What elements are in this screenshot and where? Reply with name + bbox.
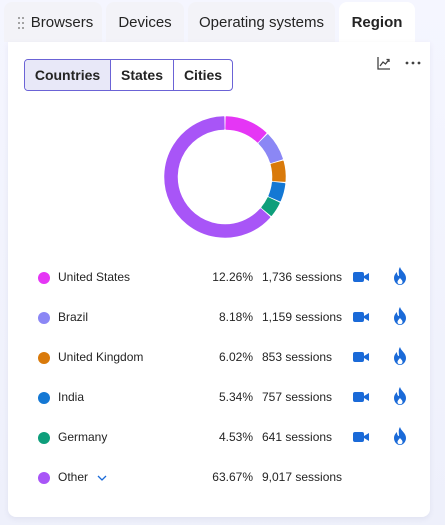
legend-row[interactable]: India 5.34% 757 sessions bbox=[0, 378, 445, 418]
tab-label: Operating systems bbox=[198, 13, 325, 31]
legend-color-dot bbox=[38, 432, 50, 444]
legend-row[interactable]: United States 12.26% 1,736 sessions bbox=[0, 258, 445, 298]
legend-color-dot bbox=[38, 312, 50, 324]
donut-slice-united-kingdom[interactable] bbox=[270, 160, 286, 182]
donut-slice-united-states[interactable] bbox=[225, 116, 267, 143]
tab-operating-systems[interactable]: Operating systems bbox=[188, 2, 335, 42]
legend-color-dot bbox=[38, 392, 50, 404]
tab-bar: Browsers Devices Operating systems Regio… bbox=[0, 0, 445, 44]
country-name: United States bbox=[58, 270, 131, 284]
legend-row[interactable]: United Kingdom 6.02% 853 sessions bbox=[0, 338, 445, 378]
legend-row[interactable]: Brazil 8.18% 1,159 sessions bbox=[0, 298, 445, 338]
country-name: United Kingdom bbox=[58, 350, 144, 364]
sessions-value: 757 sessions bbox=[262, 390, 333, 404]
country-label: Other bbox=[58, 470, 89, 484]
tab-region[interactable]: Region bbox=[339, 2, 415, 42]
chevron-down-icon[interactable] bbox=[97, 475, 107, 481]
legend-row[interactable]: Germany 4.53% 641 sessions bbox=[0, 418, 445, 458]
more-horizontal-icon[interactable] bbox=[404, 54, 422, 72]
video-camera-icon[interactable] bbox=[353, 350, 369, 364]
countries-button[interactable]: Countries bbox=[25, 60, 111, 90]
percent-value: 8.18% bbox=[218, 310, 253, 324]
legend-color-dot bbox=[38, 472, 50, 484]
region-donut-chart bbox=[164, 116, 286, 238]
percent-value: 4.53% bbox=[218, 430, 253, 444]
tab-label: Region bbox=[351, 13, 403, 31]
percent-value: 6.02% bbox=[218, 350, 253, 364]
tab-browsers[interactable]: Browsers bbox=[4, 2, 102, 42]
video-camera-icon[interactable] bbox=[353, 390, 369, 404]
video-camera-icon[interactable] bbox=[353, 270, 369, 284]
donut-slice-india[interactable] bbox=[268, 181, 286, 202]
tab-devices[interactable]: Devices bbox=[106, 2, 184, 42]
drag-grip-icon[interactable] bbox=[18, 17, 26, 29]
video-camera-icon[interactable] bbox=[353, 310, 369, 324]
flame-icon[interactable] bbox=[393, 307, 407, 325]
flame-icon[interactable] bbox=[393, 387, 407, 405]
country-name: Brazil bbox=[58, 310, 89, 324]
percent-value: 5.34% bbox=[218, 390, 253, 404]
flame-icon[interactable] bbox=[393, 427, 407, 445]
sessions-value: 9,017 sessions bbox=[262, 470, 343, 484]
percent-value: 12.26% bbox=[212, 270, 253, 284]
country-name: Germany bbox=[58, 430, 108, 444]
donut-slice-germany[interactable] bbox=[261, 197, 280, 216]
country-name: Other bbox=[58, 470, 107, 484]
flame-icon[interactable] bbox=[393, 267, 407, 285]
sessions-value: 641 sessions bbox=[262, 430, 333, 444]
tab-label: Browsers bbox=[30, 13, 94, 31]
legend-row-other[interactable]: Other 63.67% 9,017 sessions bbox=[0, 458, 445, 498]
region-granularity-switch: Countries States Cities bbox=[24, 59, 233, 91]
line-chart-icon[interactable] bbox=[375, 54, 393, 72]
legend-color-dot bbox=[38, 352, 50, 364]
sessions-value: 1,159 sessions bbox=[262, 310, 343, 324]
video-camera-icon[interactable] bbox=[353, 430, 369, 444]
donut-slice-other[interactable] bbox=[164, 116, 271, 238]
donut-slice-brazil[interactable] bbox=[258, 134, 283, 164]
tab-label: Devices bbox=[118, 13, 172, 31]
states-button[interactable]: States bbox=[111, 60, 174, 90]
legend-color-dot bbox=[38, 272, 50, 284]
percent-value: 63.67% bbox=[212, 470, 253, 484]
cities-button[interactable]: Cities bbox=[183, 67, 223, 83]
sessions-value: 1,736 sessions bbox=[262, 270, 343, 284]
country-name: India bbox=[58, 390, 85, 404]
flame-icon[interactable] bbox=[393, 347, 407, 365]
sessions-value: 853 sessions bbox=[262, 350, 333, 364]
